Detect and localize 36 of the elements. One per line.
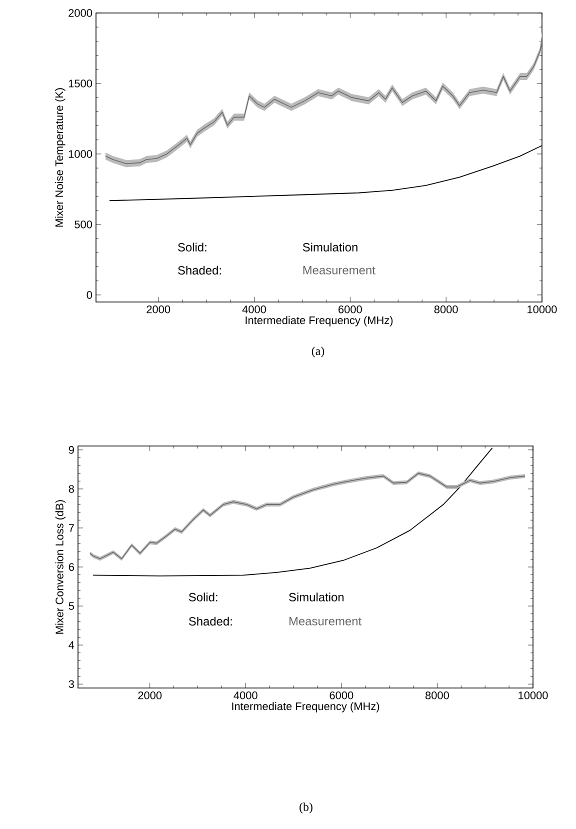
text: (b) [300, 802, 312, 814]
x-tick-label: 2000 [146, 306, 170, 314]
y-tick-label: 0 [86, 291, 92, 299]
x-tick-label: 4000 [242, 306, 266, 314]
series-label: Simulation [289, 592, 344, 602]
x-axis-title: Intermediate Frequency (MHz) [246, 316, 393, 326]
y-tick-label: 4 [68, 641, 74, 649]
y-tick-label: 1000 [68, 150, 92, 158]
x-axis-title: Intermediate Frequency (MHz) [232, 702, 380, 712]
x-tick-label: 4000 [234, 692, 258, 700]
y-tick-label: 8 [68, 485, 74, 493]
y-tick-label: 9 [68, 446, 74, 454]
x-tick-label: 2000 [138, 692, 162, 700]
y-tick-label: 1500 [68, 80, 92, 88]
x-tick-label: 10000 [528, 306, 557, 314]
text: Measurement [289, 617, 362, 626]
y-tick-label: 500 [74, 220, 92, 228]
x-tick-label: 10000 [518, 692, 548, 700]
y-tick-label: 2000 [68, 9, 92, 17]
y-tick-label: 3 [68, 680, 74, 688]
x-tick-label: 8000 [434, 306, 458, 314]
x-tick-label: 6000 [338, 306, 362, 314]
text: (a) [312, 346, 324, 358]
annotation: Shaded: [188, 616, 232, 626]
y-tick-label: 7 [68, 524, 74, 532]
y-axis-title: Mixer Conversion Loss (dB) [55, 500, 66, 634]
x-tick-label: 6000 [330, 692, 354, 700]
y-axis-title: Mixer Noise Temperature (K) [55, 88, 66, 227]
text: Measurement [303, 266, 376, 274]
y-tick-label: 5 [68, 602, 74, 610]
text: Simulation [302, 242, 358, 252]
y-tick-label: 6 [68, 563, 74, 571]
annotation: Solid: [188, 592, 218, 602]
annotation: Solid: [178, 242, 206, 252]
x-tick-label: 8000 [425, 692, 449, 700]
annotation: Shaded: [178, 266, 221, 275]
